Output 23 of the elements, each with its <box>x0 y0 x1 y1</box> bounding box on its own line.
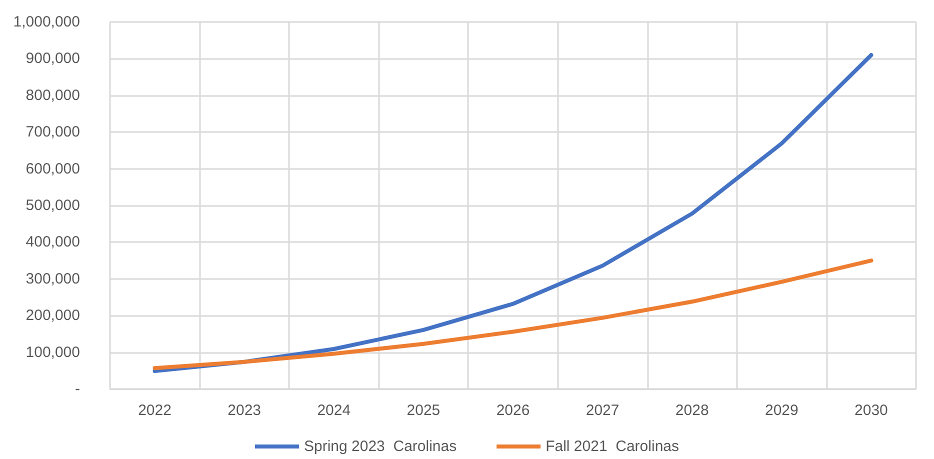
y-tick-label: 1,000,000 <box>13 14 80 30</box>
y-tick-label: 700,000 <box>26 124 80 141</box>
y-tick-label: 600,000 <box>26 160 80 178</box>
x-tick-label: 2028 <box>675 402 709 419</box>
y-tick-label: 300,000 <box>26 270 80 288</box>
x-tick-label: 2027 <box>586 402 620 419</box>
x-tick-label: 2025 <box>406 402 440 419</box>
x-tick-label: 2023 <box>228 402 262 419</box>
y-tick-label: 100,000 <box>26 344 80 361</box>
x-tick-label: 2030 <box>854 402 888 419</box>
y-tick-label: 400,000 <box>26 234 80 251</box>
legend-label: Fall 2021 Carolinas <box>546 438 679 455</box>
x-tick-label: 2029 <box>764 402 798 419</box>
y-tick-label: 500,000 <box>26 197 80 214</box>
x-tick-label: 2026 <box>496 402 530 419</box>
y-tick-label: 200,000 <box>26 307 80 324</box>
y-tick-label: 800,000 <box>26 86 80 104</box>
y-tick-label: 900,000 <box>26 50 80 68</box>
line-series <box>152 258 874 370</box>
x-tick-label: 2024 <box>317 402 351 419</box>
y-tick-label: - <box>75 380 80 398</box>
legend-label: Spring 2023 Carolinas <box>304 438 457 455</box>
x-tick-label: 2022 <box>138 402 172 419</box>
